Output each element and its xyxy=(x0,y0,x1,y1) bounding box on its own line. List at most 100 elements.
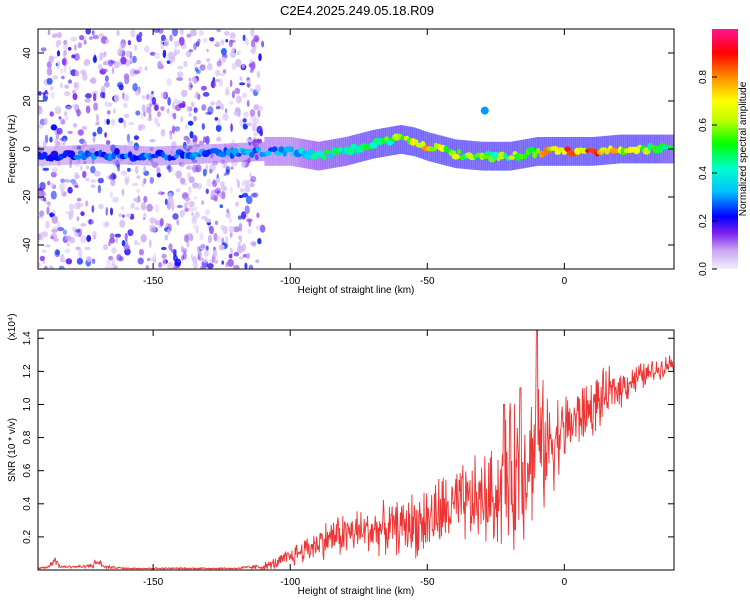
noise-speck xyxy=(110,263,116,269)
noise-speck xyxy=(237,242,241,249)
noise-speck xyxy=(246,82,251,88)
noise-speck xyxy=(73,82,78,89)
noise-speck xyxy=(242,118,247,123)
noise-speck xyxy=(212,180,218,188)
noise-speck xyxy=(220,39,225,46)
noise-speck xyxy=(73,53,80,61)
noise-speck xyxy=(188,81,193,91)
noise-speck xyxy=(205,135,210,145)
noise-speck xyxy=(193,115,197,122)
noise-speck xyxy=(198,140,205,146)
noise-speck xyxy=(229,32,236,39)
noise-speck xyxy=(44,117,48,126)
noise-speck xyxy=(192,206,197,212)
noise-speck xyxy=(183,135,190,141)
noise-speck xyxy=(236,95,242,104)
noise-speck xyxy=(188,176,195,184)
noise-speck xyxy=(220,181,225,186)
noise-speck xyxy=(65,105,72,111)
noise-speck xyxy=(222,113,229,121)
noise-speck xyxy=(123,93,129,102)
noise-speck xyxy=(203,37,208,43)
noise-speck xyxy=(80,69,87,75)
noise-speck xyxy=(85,200,89,207)
noise-speck xyxy=(120,206,125,210)
noise-speck xyxy=(256,212,260,219)
noise-speck xyxy=(236,50,241,56)
spectrogram-cells xyxy=(38,29,674,269)
noise-speck xyxy=(46,61,52,69)
ridge-cell xyxy=(532,150,538,159)
noise-speck xyxy=(81,125,87,131)
noise-speck xyxy=(176,204,183,209)
noise-speck xyxy=(38,106,43,115)
snr-x-label: Height of straight line (km) xyxy=(298,586,415,597)
noise-speck xyxy=(67,47,72,51)
noise-speck xyxy=(192,182,199,189)
ridge-halo xyxy=(172,145,175,165)
noise-speck xyxy=(172,112,177,120)
noise-speck xyxy=(138,248,145,256)
noise-speck xyxy=(91,205,95,213)
noise-speck xyxy=(197,182,202,190)
noise-speck xyxy=(205,58,211,62)
ridge-cell xyxy=(484,151,494,157)
noise-speck xyxy=(51,33,58,38)
noise-speck xyxy=(76,257,83,265)
noise-speck xyxy=(120,170,128,176)
noise-speck xyxy=(154,220,161,226)
noise-speck xyxy=(174,40,180,47)
noise-speck xyxy=(52,209,56,215)
noise-speck xyxy=(166,52,174,61)
noise-speck xyxy=(249,182,255,188)
noise-speck xyxy=(193,78,198,84)
snr-ticks: -150 -100 -50 0 0.2 0.4 0.6 0.8 1.0 1.2 1.4 xyxy=(22,330,674,588)
noise-speck xyxy=(110,178,116,187)
noise-speck xyxy=(73,202,79,210)
noise-speck xyxy=(61,75,65,80)
noise-speck xyxy=(250,175,257,183)
noise-speck xyxy=(167,261,174,269)
noise-speck xyxy=(62,229,67,235)
ridge-cell xyxy=(503,153,508,159)
ridge-cell xyxy=(265,150,272,156)
x-tick-label: 0 xyxy=(562,577,568,588)
noise-speck xyxy=(132,182,139,187)
noise-speck xyxy=(256,70,261,79)
noise-speck xyxy=(136,175,141,180)
noise-speck xyxy=(60,178,65,183)
noise-speck xyxy=(241,63,245,69)
noise-speck xyxy=(65,258,73,265)
noise-speck xyxy=(178,103,185,108)
noise-speck xyxy=(174,258,182,267)
noise-speck xyxy=(160,91,167,99)
noise-speck xyxy=(218,244,225,251)
noise-speck xyxy=(50,182,55,187)
noise-speck xyxy=(121,240,126,247)
noise-speck xyxy=(76,197,82,202)
noise-speck xyxy=(153,29,160,33)
noise-speck xyxy=(122,214,125,218)
noise-speck xyxy=(106,110,111,115)
noise-speck xyxy=(231,90,235,99)
noise-speck xyxy=(98,65,103,70)
noise-speck xyxy=(168,243,173,251)
noise-speck xyxy=(91,30,95,36)
noise-speck xyxy=(108,174,112,181)
noise-speck xyxy=(111,66,115,75)
noise-speck xyxy=(117,48,123,57)
noise-speck xyxy=(75,232,79,237)
noise-speck xyxy=(196,69,201,75)
ridge-halo xyxy=(135,145,139,165)
noise-speck xyxy=(126,167,131,172)
noise-speck xyxy=(202,136,207,143)
noise-speck xyxy=(200,265,206,269)
noise-speck xyxy=(56,140,61,148)
noise-speck xyxy=(38,124,43,129)
noise-speck xyxy=(175,170,182,179)
noise-speck xyxy=(192,134,198,144)
noise-speck xyxy=(259,224,266,233)
noise-speck xyxy=(79,34,85,41)
noise-speck xyxy=(159,218,164,227)
noise-speck xyxy=(123,73,130,80)
